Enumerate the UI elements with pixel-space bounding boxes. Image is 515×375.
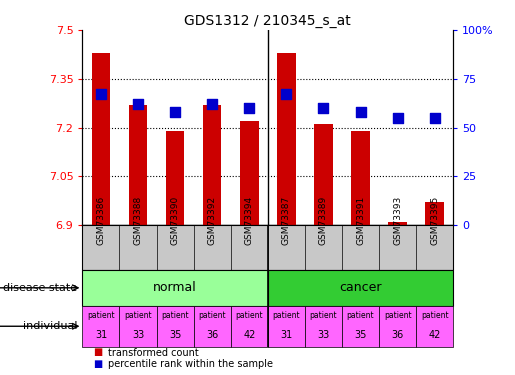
Text: patient: patient — [198, 311, 226, 320]
Point — [171, 109, 179, 115]
Bar — [203, 105, 221, 225]
Bar — [119, 306, 157, 347]
Point — [134, 101, 142, 107]
Text: GSM73391: GSM73391 — [356, 196, 365, 245]
Text: individual: individual — [23, 321, 77, 331]
Text: patient: patient — [272, 311, 300, 320]
Bar — [416, 306, 453, 347]
Text: 36: 36 — [391, 330, 404, 340]
Bar — [277, 53, 296, 225]
Text: percentile rank within the sample: percentile rank within the sample — [108, 359, 273, 369]
Text: ■: ■ — [93, 359, 102, 369]
Point — [393, 115, 402, 121]
Bar — [314, 124, 333, 225]
Point — [356, 109, 365, 115]
Text: 42: 42 — [428, 330, 441, 340]
Bar — [194, 306, 231, 347]
Bar — [82, 270, 268, 306]
Text: GSM73394: GSM73394 — [245, 196, 254, 245]
Text: disease state: disease state — [3, 283, 77, 293]
Text: GSM73392: GSM73392 — [208, 196, 217, 245]
Point — [431, 115, 439, 121]
Title: GDS1312 / 210345_s_at: GDS1312 / 210345_s_at — [184, 13, 351, 28]
Bar — [379, 306, 416, 347]
Text: 33: 33 — [317, 330, 330, 340]
Text: 35: 35 — [354, 330, 367, 340]
Text: patient: patient — [235, 311, 263, 320]
Bar — [92, 53, 110, 225]
Bar — [425, 202, 444, 225]
Text: GSM73390: GSM73390 — [170, 196, 180, 245]
Text: GSM73393: GSM73393 — [393, 196, 402, 245]
Text: GSM73386: GSM73386 — [96, 196, 106, 245]
Bar — [157, 306, 194, 347]
Point — [245, 105, 253, 111]
Text: GSM73389: GSM73389 — [319, 196, 328, 245]
Text: 33: 33 — [132, 330, 144, 340]
Bar — [342, 306, 379, 347]
Text: 42: 42 — [243, 330, 255, 340]
Bar — [268, 306, 305, 347]
Bar — [268, 270, 453, 306]
Point — [208, 101, 216, 107]
Text: 35: 35 — [169, 330, 181, 340]
Bar — [240, 121, 259, 225]
Text: ■: ■ — [93, 348, 102, 357]
Point — [97, 92, 105, 98]
Text: 36: 36 — [206, 330, 218, 340]
Text: normal: normal — [153, 281, 197, 294]
Bar — [305, 306, 342, 347]
Text: 31: 31 — [95, 330, 107, 340]
Bar — [129, 105, 147, 225]
Text: patient: patient — [161, 311, 189, 320]
Text: GSM73388: GSM73388 — [133, 196, 143, 245]
Text: patient: patient — [347, 311, 374, 320]
Text: patient: patient — [87, 311, 115, 320]
Text: patient: patient — [384, 311, 411, 320]
Text: patient: patient — [124, 311, 152, 320]
Text: transformed count: transformed count — [108, 348, 199, 357]
Bar — [351, 131, 370, 225]
Text: 31: 31 — [280, 330, 293, 340]
Text: GSM73387: GSM73387 — [282, 196, 291, 245]
Bar — [82, 306, 119, 347]
Bar — [231, 306, 268, 347]
Point — [282, 92, 290, 98]
Text: GSM73395: GSM73395 — [430, 196, 439, 245]
Text: cancer: cancer — [339, 281, 382, 294]
Bar — [388, 222, 407, 225]
Bar — [166, 131, 184, 225]
Text: patient: patient — [310, 311, 337, 320]
Point — [319, 105, 328, 111]
Text: patient: patient — [421, 311, 449, 320]
